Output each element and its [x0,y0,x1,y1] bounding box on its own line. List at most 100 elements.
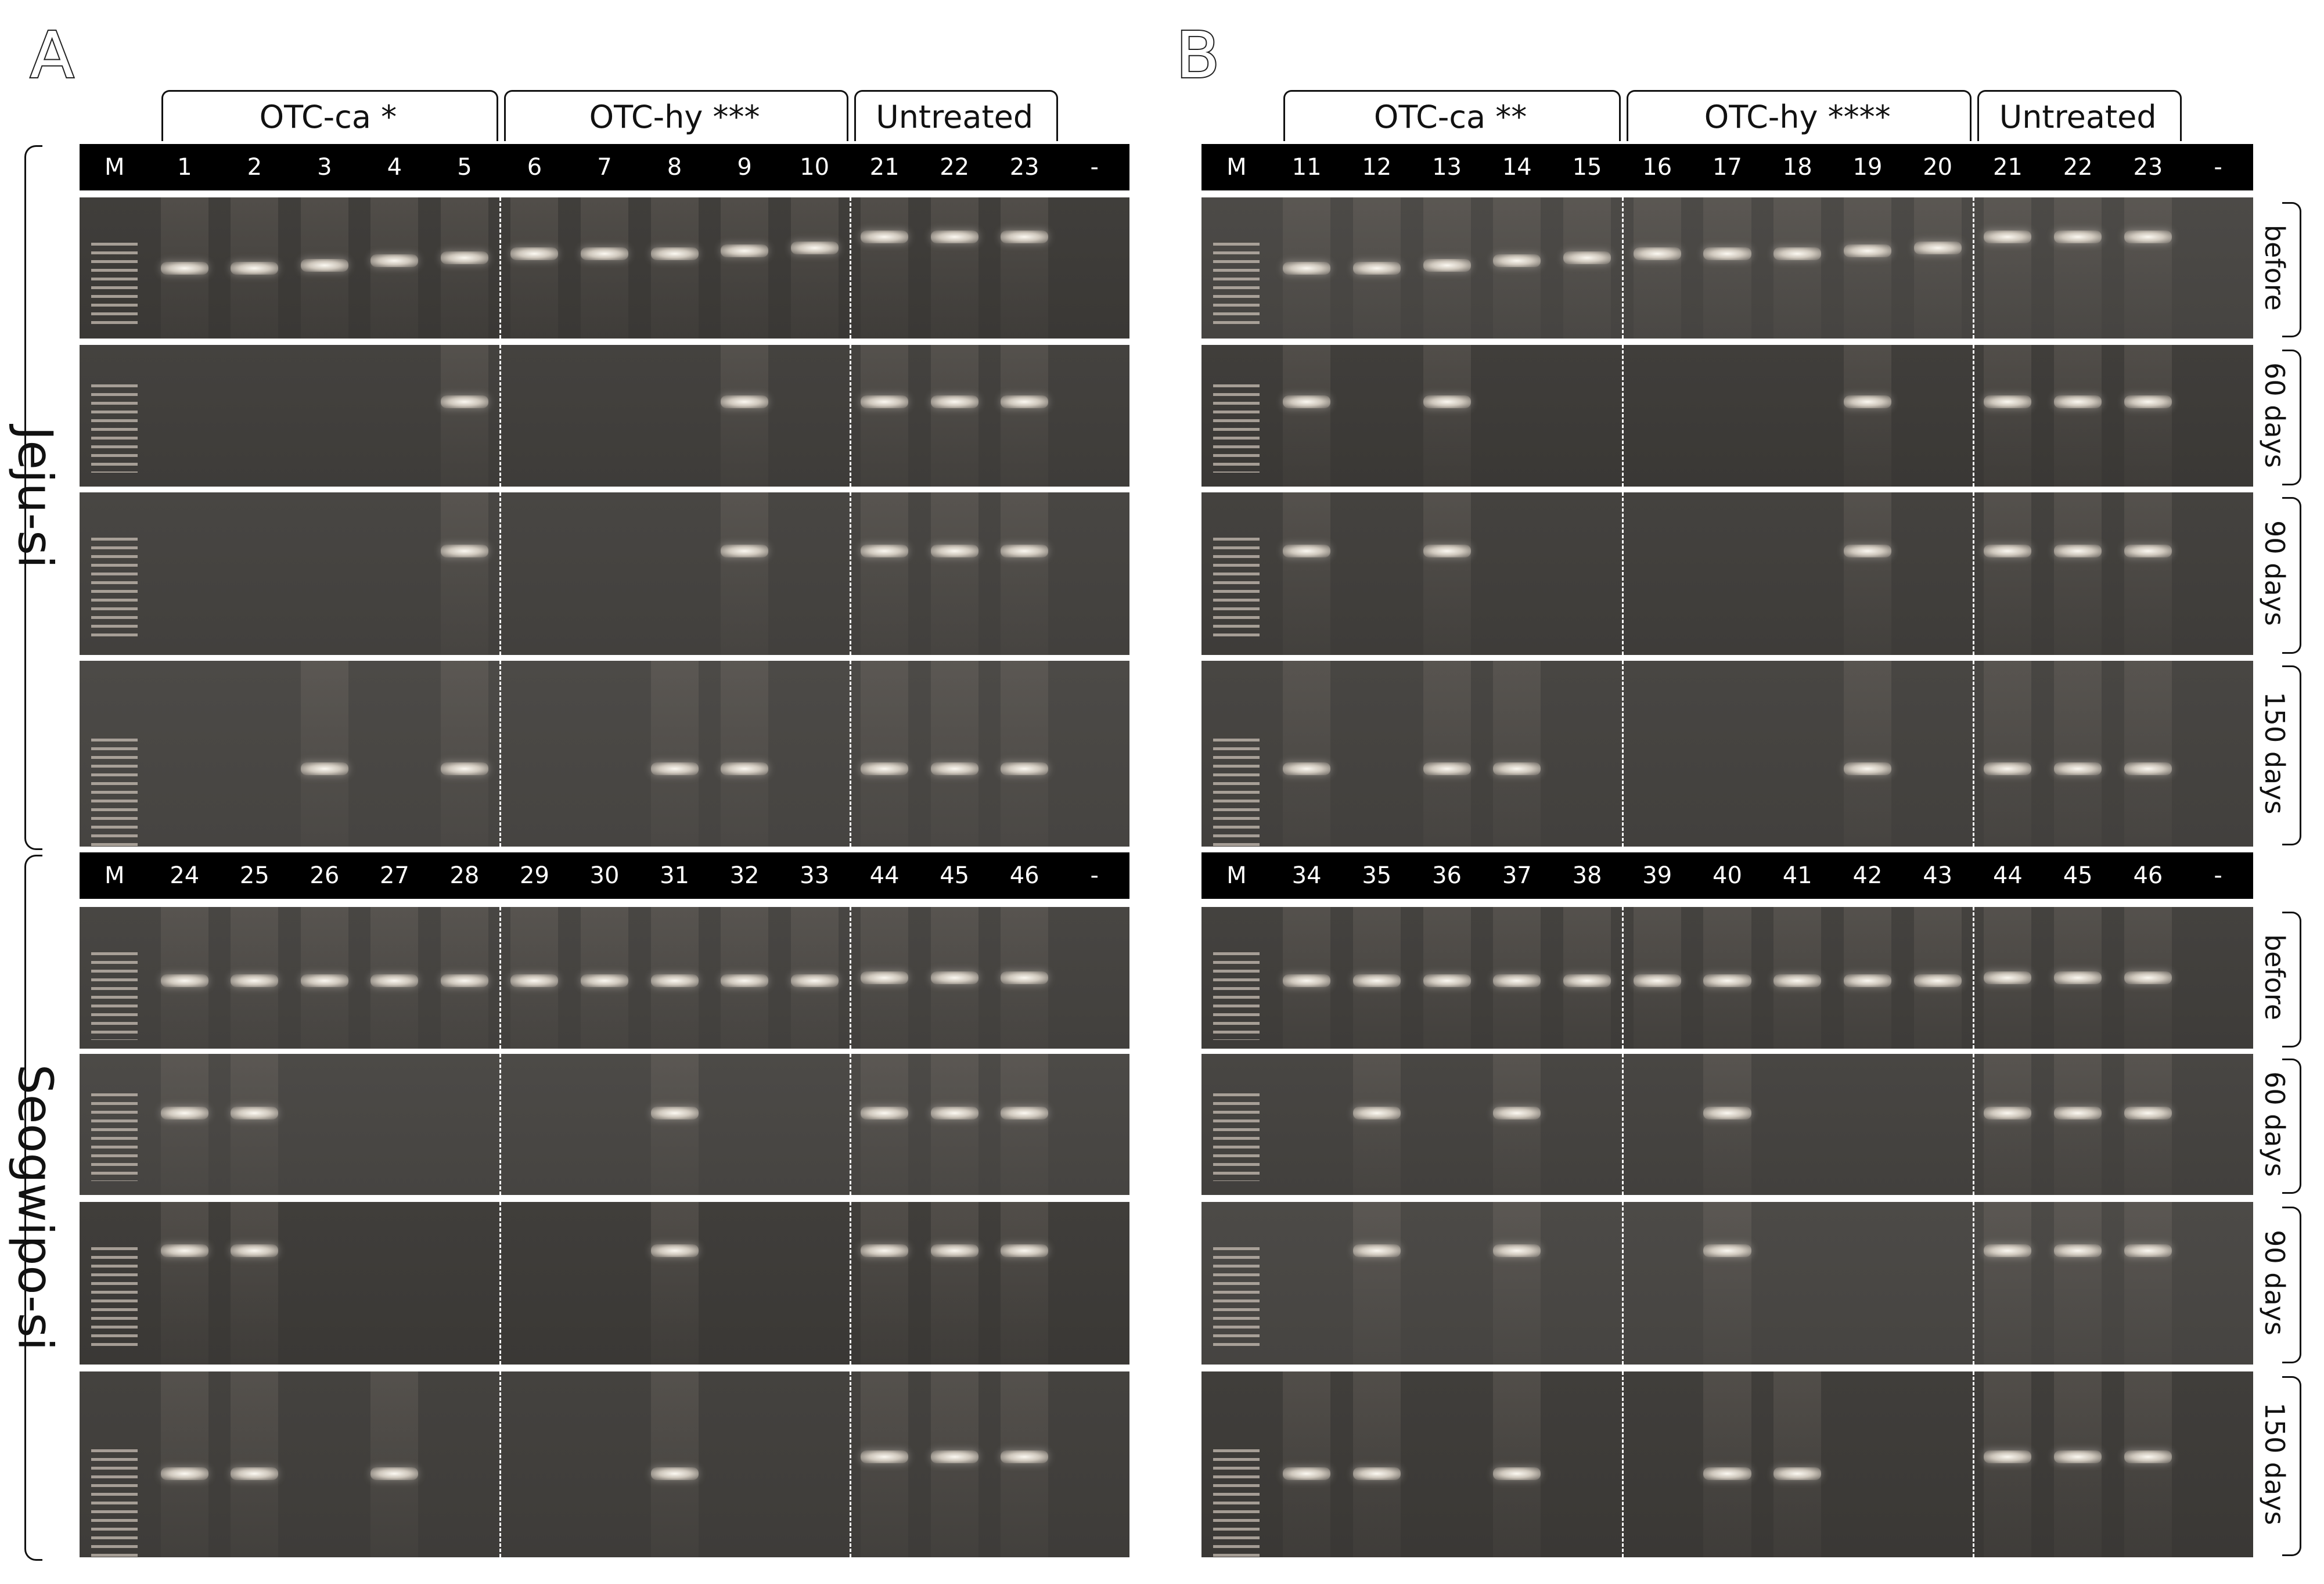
lane-number-bar [80,144,1129,190]
gel-image [80,661,1129,847]
dna-band [231,1107,279,1120]
lane-number: 44 [1992,862,2023,889]
dna-band [1984,762,2032,775]
lane-smear [581,197,628,339]
dna-band [1423,544,1471,557]
dna-band [1703,1244,1751,1257]
group-divider [1622,907,1624,1049]
lane-smear [2124,492,2172,655]
time-bracket [2282,202,2301,337]
dna-band [861,971,909,984]
time-bracket [2282,1207,2301,1363]
lane-smear [1283,492,1331,655]
lane-smear [231,1371,279,1557]
lane-smear [1984,345,2032,487]
dna-band [1001,762,1049,775]
group-bracket [504,90,848,141]
marker-ladder [91,1247,138,1348]
lane-smear [1563,197,1611,339]
lane-number: 29 [520,862,549,889]
lane-smear [2124,661,2172,847]
group-divider [1973,661,1975,847]
dna-band [930,971,978,984]
marker-ladder [91,739,138,847]
dna-band [1563,251,1611,265]
dna-band [1001,1450,1049,1464]
lane-smear [1352,1202,1401,1365]
dna-band [2054,1107,2102,1120]
dna-band [2124,1107,2172,1120]
group-divider [1973,345,1975,487]
dna-band [1493,254,1541,268]
gel-image [1201,197,2253,339]
lane-smear [1984,1371,2032,1557]
dna-band [1913,242,1962,255]
dna-band [1423,258,1471,272]
dna-band [1843,244,1891,258]
dna-band [1773,247,1822,261]
group-bracket [1627,90,1972,141]
marker-ladder [1213,1093,1260,1181]
lane-smear [721,197,769,339]
dna-band [1493,1107,1541,1120]
region-label: Seogwipo-si [7,1064,63,1351]
group-divider [1973,907,1975,1049]
lane-smear [2054,197,2102,339]
lane-smear [2124,1054,2172,1195]
lane-smear [930,1371,978,1557]
marker-ladder [1213,739,1260,847]
lane-number: 33 [800,862,830,889]
lane-smear [160,1371,208,1557]
time-bracket [2282,497,2301,654]
group-divider [849,1202,851,1365]
dna-band [721,974,769,987]
dna-band [1001,544,1049,557]
lane-smear [861,1054,909,1195]
dna-band [1984,231,2032,244]
dna-band [440,395,488,408]
group-divider [1973,197,1975,339]
dna-band [2054,762,2102,775]
lane-number: 10 [800,154,830,181]
lane-number: 24 [170,862,200,889]
dna-band [930,762,978,775]
lane-smear [721,345,769,487]
dna-band [861,231,909,244]
lane-smear [510,197,559,339]
dna-band [1423,974,1471,987]
lane-number: 2 [247,154,262,181]
lane-smear [1423,492,1471,655]
dna-band [1283,395,1331,408]
dna-band [930,1450,978,1464]
dna-band [440,974,488,987]
dna-band [510,974,559,987]
lane-number: 22 [2063,154,2093,181]
lane-smear [2124,1202,2172,1365]
dna-band [2054,395,2102,408]
group-divider [1622,1054,1624,1195]
lane-smear [1843,197,1891,339]
gel-image [80,197,1129,339]
dna-band [300,258,348,272]
lane-smear [370,1371,419,1557]
lane-smear [930,345,978,487]
lane-smear [861,197,909,339]
group-divider [1622,345,1624,487]
lane-number: 7 [597,154,612,181]
lane-smear [650,661,699,847]
dna-band [1001,395,1049,408]
time-bracket [2282,665,2301,845]
lane-smear [1703,1054,1751,1195]
region-bracket [24,855,42,1561]
group-divider [849,197,851,339]
dna-band [2054,1450,2102,1464]
lane-number: 32 [729,862,760,889]
dna-band [930,231,978,244]
marker-ladder [1213,538,1260,639]
dna-band [231,261,279,275]
dna-band [861,762,909,775]
dna-band [2054,544,2102,557]
lane-number: 41 [1782,862,1812,889]
gel-image [1201,492,2253,655]
lane-smear [1773,1371,1822,1557]
